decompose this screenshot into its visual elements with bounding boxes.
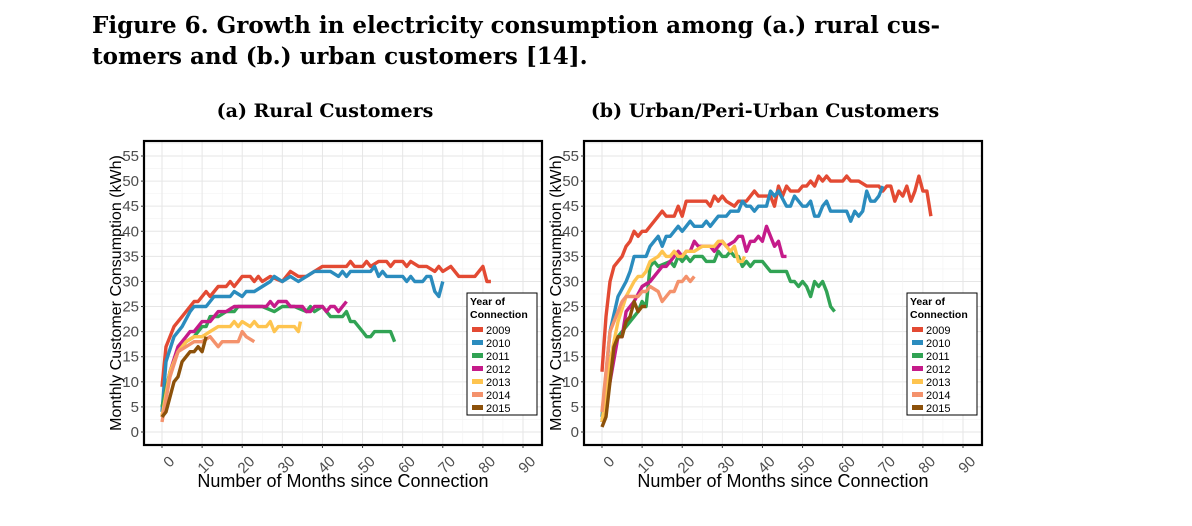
legend-label-2013: 2013 [486,377,510,389]
x-tick-label: 0 [160,453,178,471]
legend-label-2012: 2012 [486,364,510,376]
y-tick-label: 20 [562,324,579,341]
legend-label-2014: 2014 [486,390,510,402]
legend-swatch-2015 [912,405,923,410]
y-tick-label: 55 [562,148,579,165]
y-tick-label: 25 [562,299,579,316]
series-line-2013 [160,319,303,418]
x-axis-title: Number of Months since Connection [637,471,928,491]
y-tick-label: 35 [562,248,579,265]
y-tick-label: 5 [131,399,139,416]
legend-swatch-2013 [912,379,923,384]
legend-swatch-2011 [912,353,923,358]
legend-label-2014: 2014 [926,390,950,402]
y-tick-label: 55 [122,148,139,165]
legend-label-2009: 2009 [926,325,950,337]
legend-swatch-2010 [912,340,923,345]
legend-label-2009: 2009 [486,325,510,337]
figure-caption-line-2: tomers and (b.) urban customers [14]. [92,43,588,70]
x-axis-title: Number of Months since Connection [197,471,488,491]
legend-label-2012: 2012 [926,364,950,376]
panel-a-title: (a) Rural Customers [216,100,434,122]
legend-title: Connection [470,309,528,321]
legend-swatch-2012 [472,366,483,371]
x-tick-label: 90 [955,453,979,477]
y-tick-label: 30 [122,273,139,290]
y-tick-label: 40 [562,223,579,240]
legend-swatch-2009 [912,327,923,332]
y-tick-label: 35 [122,248,139,265]
legend-swatch-2014 [472,392,483,397]
y-tick-label: 40 [122,223,139,240]
y-tick-label: 50 [562,173,579,190]
panel-b-title: (b) Urban/Peri-Urban Customers [590,100,940,122]
legend-label-2013: 2013 [926,377,950,389]
figure-caption: Figure 6. Growth in electricity consumpt… [92,10,1032,72]
legend-title: Year of [470,296,506,308]
x-tick-label: 0 [600,453,618,471]
y-tick-label: 15 [562,349,579,366]
y-tick-label: 0 [571,424,579,441]
series-line-2010 [600,185,885,418]
y-tick-label: 30 [562,273,579,290]
y-axis-title: Monthly Customer Consumption (kWh) [108,155,125,431]
legend-label-2015: 2015 [486,403,510,415]
series-line-2009 [160,259,491,387]
series-line-2015 [600,299,647,428]
y-tick-label: 45 [122,198,139,215]
y-axis-title: Monthly Customer Consumption (kWh) [548,155,565,431]
legend-title: Year of [910,296,946,308]
plot-border [582,139,984,447]
series-line-2014 [160,329,256,423]
y-tick-label: 5 [571,399,579,416]
legend-swatch-2014 [912,392,923,397]
legend-title: Connection [910,309,968,321]
legend-swatch-2009 [472,327,483,332]
x-tick-label: 90 [515,453,539,477]
legend-swatch-2012 [912,366,923,371]
y-tick-label: 0 [131,424,139,441]
series-line-2013 [600,239,746,423]
series-line-2014 [600,274,696,413]
series-line-2015 [160,336,208,418]
y-tick-label: 15 [122,349,139,366]
plot-border [142,139,544,447]
legend-label-2011: 2011 [926,351,950,363]
y-tick-label: 20 [122,324,139,341]
legend-label-2010: 2010 [486,338,510,350]
series-line-2009 [600,174,933,372]
y-tick-label: 25 [122,299,139,316]
y-tick-label: 50 [122,173,139,190]
y-tick-label: 10 [562,374,579,391]
series-line-2010 [160,264,445,413]
legend-label-2010: 2010 [926,338,950,350]
y-tick-label: 45 [562,198,579,215]
legend-swatch-2011 [472,353,483,358]
y-tick-label: 10 [122,374,139,391]
figure-caption-line-1: Figure 6. Growth in electricity consumpt… [92,12,941,39]
series-line-2012 [160,299,348,418]
legend-label-2015: 2015 [926,403,950,415]
legend-swatch-2010 [472,340,483,345]
legend-swatch-2015 [472,405,483,410]
legend-swatch-2013 [472,379,483,384]
legend-label-2011: 2011 [486,351,510,363]
